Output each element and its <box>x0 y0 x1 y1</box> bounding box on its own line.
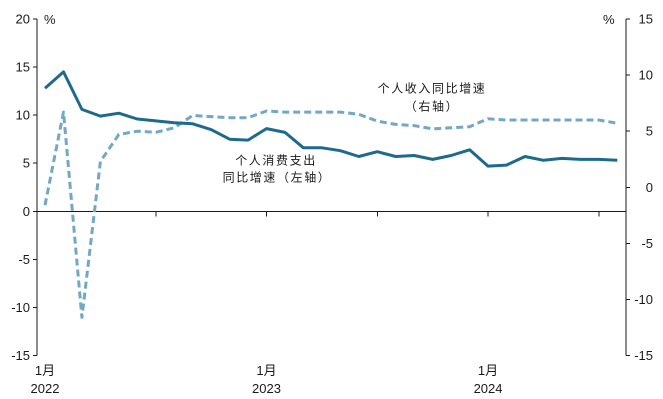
left-axis-tick-label: -15 <box>11 348 30 363</box>
right-axis-unit: % <box>603 12 615 27</box>
left-axis-tick-label: 10 <box>16 108 30 123</box>
consumption-growth-line <box>44 70 618 168</box>
left-axis-tick-label: -5 <box>18 252 30 267</box>
left-axis-tick-label: 5 <box>23 156 30 171</box>
x-axis-month-label: 1月 <box>35 363 55 378</box>
series-lines <box>43 70 618 319</box>
left-axis-tick-label: 0 <box>23 204 30 219</box>
right-axis-ticks: 15 10 5 0 -5 -10 -15 <box>626 12 653 363</box>
x-axis-year-label: 2023 <box>252 381 281 396</box>
x-axis-year-label: 2024 <box>474 381 503 396</box>
left-axis-tick-label: 15 <box>16 60 30 75</box>
left-axis-tick-label: 20 <box>16 12 30 27</box>
right-axis-tick-label: 0 <box>646 180 653 195</box>
left-axis-tick-label: -10 <box>11 300 30 315</box>
x-axis-ticks: 1月 2022 1月 2023 1月 2024 <box>31 211 600 396</box>
consumption-series-label-line-2: 同比增速（左轴） <box>223 170 332 185</box>
right-axis-tick-label: 15 <box>639 12 653 27</box>
income-series-label-line-2: （右轴） <box>405 99 459 114</box>
right-axis-tick-label: 10 <box>639 68 653 83</box>
x-axis-year-label: 2022 <box>31 381 60 396</box>
income-series-label-line-1: 个人收入同比增速 <box>378 82 487 96</box>
right-axis-tick-label: -10 <box>634 292 653 307</box>
right-axis-tick-label: -5 <box>641 236 653 251</box>
right-axis-tick-label: 5 <box>646 124 653 139</box>
left-axis-unit: % <box>44 12 56 27</box>
right-axis-tick-label: -15 <box>634 348 653 363</box>
consumption-series-label-line-1: 个人消费支出 <box>235 154 317 168</box>
x-axis-month-label: 1月 <box>256 363 276 378</box>
x-axis-month-label: 1月 <box>478 363 498 378</box>
series-labels: 个人收入同比增速 （右轴） 个人消费支出 同比增速（左轴） <box>223 82 487 185</box>
left-axis-ticks: 20 15 10 5 0 -5 -10 -15 <box>11 12 37 363</box>
income-growth-line <box>43 109 618 319</box>
